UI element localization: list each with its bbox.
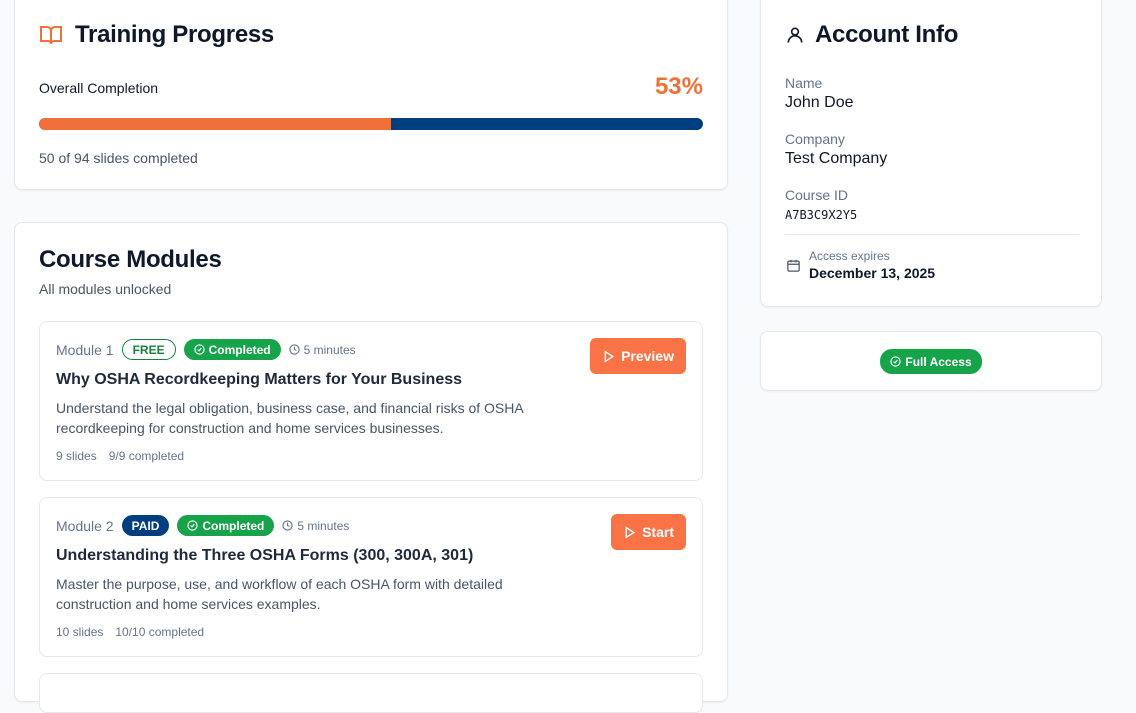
status-badge: Completed xyxy=(177,515,275,536)
play-icon xyxy=(625,525,636,539)
module-number: Module 1 xyxy=(56,341,114,358)
completion-label: Overall Completion xyxy=(39,80,159,96)
access-card: Full Access xyxy=(760,331,1102,391)
status-badge: Completed xyxy=(183,339,281,360)
progress-bar xyxy=(39,118,703,130)
check-circle-icon xyxy=(187,520,199,531)
company-label: Company xyxy=(785,131,845,147)
module-number: Module 2 xyxy=(56,517,114,534)
slides-summary: 50 of 94 slides completed xyxy=(39,150,198,166)
training-progress-card: Training Progress Overall Completion 53%… xyxy=(14,0,728,190)
course-id-value: A7B3C9X2Y5 xyxy=(785,208,858,222)
name-label: Name xyxy=(785,75,823,91)
module-title: Understanding the Three OSHA Forms (300,… xyxy=(56,547,474,564)
module-description: Master the purpose, use, and workflow of… xyxy=(56,576,503,612)
status-label: Completed xyxy=(208,342,271,357)
slide-count: 10 slides xyxy=(56,625,104,639)
module-description: Understand the legal obligation, busines… xyxy=(56,400,523,436)
button-label: Start xyxy=(642,524,674,540)
module-card[interactable]: Module 2 PAID Completed 5 minutes Unders… xyxy=(39,497,703,657)
card-title: Account Info xyxy=(815,21,959,48)
expires-value: December 13, 2025 xyxy=(809,265,936,281)
account-info-card: Account Info Name John Doe Company Test … xyxy=(760,0,1102,307)
card-title: Training Progress xyxy=(75,21,274,48)
calendar-icon xyxy=(787,259,800,272)
slide-count: 9 slides xyxy=(56,449,97,463)
module-card[interactable] xyxy=(39,673,703,713)
expires-label: Access expires xyxy=(809,249,890,263)
status-label: Completed xyxy=(202,518,265,533)
tier-badge: PAID xyxy=(121,515,170,536)
preview-button[interactable]: Preview xyxy=(590,338,686,374)
module-title: Why OSHA Recordkeeping Matters for Your … xyxy=(56,371,463,388)
clock-icon xyxy=(288,344,300,355)
progress-fill xyxy=(39,118,391,130)
modules-subtitle: All modules unlocked xyxy=(39,281,172,297)
completed-count: 10/10 completed xyxy=(115,625,205,639)
check-circle-icon xyxy=(890,356,902,367)
clock-icon xyxy=(282,520,294,531)
button-label: Preview xyxy=(621,348,674,364)
book-open-icon xyxy=(40,26,62,45)
start-button[interactable]: Start xyxy=(611,514,686,550)
name-value: John Doe xyxy=(785,94,854,111)
check-circle-icon xyxy=(193,344,205,355)
play-icon xyxy=(604,349,615,363)
company-value: Test Company xyxy=(785,150,888,167)
module-card[interactable]: Module 1 FREE Completed 5 minutes Why OS… xyxy=(39,321,703,481)
divider xyxy=(785,234,1079,235)
course-modules-card: Course Modules All modules unlocked Modu… xyxy=(14,222,728,713)
duration: 5 minutes xyxy=(303,342,356,357)
full-access-badge: Full Access xyxy=(880,349,982,374)
completion-percent: 53% xyxy=(654,73,703,100)
tier-badge: FREE xyxy=(121,339,176,360)
card-title: Course Modules xyxy=(39,246,222,273)
course-id-label: Course ID xyxy=(785,187,849,203)
user-icon xyxy=(787,27,803,43)
duration: 5 minutes xyxy=(297,518,350,533)
completed-count: 9/9 completed xyxy=(108,449,185,463)
badge-label: Full Access xyxy=(905,354,972,369)
